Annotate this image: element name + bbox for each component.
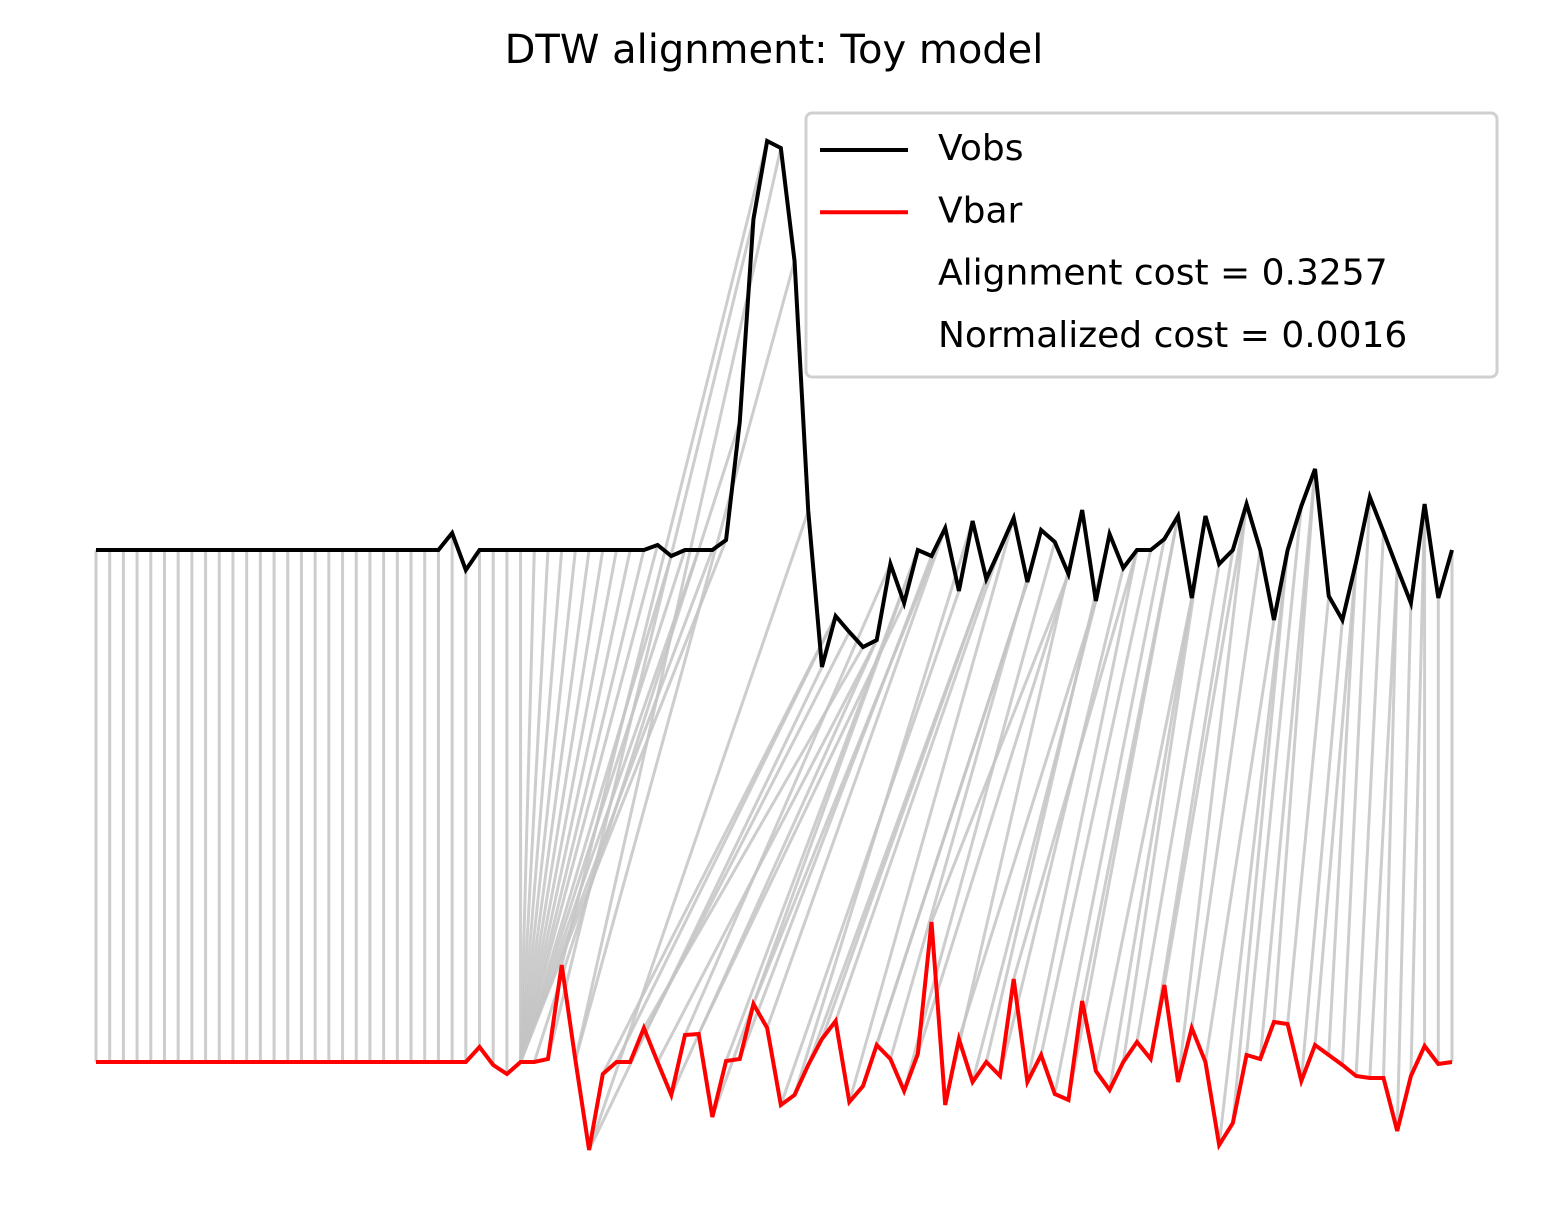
alignment-line xyxy=(1395,602,1413,1132)
alignment-line xyxy=(916,573,1070,1055)
alignment-line xyxy=(1313,561,1358,1046)
alignment-line xyxy=(724,549,920,1062)
alignment-line xyxy=(1190,549,1262,1029)
alignment-line xyxy=(998,567,1125,1077)
alignment-line xyxy=(984,533,1112,1063)
alignment-line xyxy=(888,529,1043,1060)
alignment-line xyxy=(519,555,673,1063)
alignment-line xyxy=(519,539,728,1063)
alignment-line xyxy=(519,549,550,1063)
chart-title: DTW alignment: Toy model xyxy=(505,27,1044,73)
alignment-line xyxy=(765,527,947,1029)
alignment-line xyxy=(930,573,1070,923)
alignment-line xyxy=(519,549,536,1063)
alignment-line xyxy=(573,260,796,1061)
alignment-line xyxy=(1217,549,1290,1146)
alignment-line xyxy=(1245,505,1303,1056)
alignment-line xyxy=(1231,549,1290,1124)
alignment-line xyxy=(1094,597,1194,1072)
alignment-line xyxy=(519,549,605,1063)
alignment-line xyxy=(1354,531,1386,1077)
alignment-line xyxy=(1203,619,1276,1063)
alignment-line xyxy=(1327,561,1358,1056)
alignment-line xyxy=(519,549,591,1063)
alignment-line xyxy=(1368,567,1399,1079)
alignment-line xyxy=(834,548,1002,1022)
alignment-line xyxy=(1176,503,1249,1083)
alignment-line xyxy=(519,549,577,1063)
legend-label: Vobs xyxy=(938,128,1023,169)
alignment-line xyxy=(1299,619,1344,1082)
alignment-line xyxy=(1286,595,1331,1025)
alignment-line xyxy=(957,600,1098,1040)
alignment-line xyxy=(1080,515,1180,1002)
alignment-line xyxy=(1025,549,1139,1083)
alignment-line xyxy=(752,527,947,1005)
alignment-line xyxy=(1053,538,1166,1095)
alignment-line xyxy=(519,544,660,1063)
alignment-line xyxy=(875,581,1029,1046)
legend-box xyxy=(804,111,1499,379)
series-line xyxy=(96,921,1453,1151)
alignment-line xyxy=(1272,468,1317,1023)
alignment-line xyxy=(587,666,824,1151)
series-line xyxy=(96,137,1454,668)
alignment-line xyxy=(519,549,618,1063)
legend: Vobs Vbar Alignment cost = 0.3257 Normalize… xyxy=(804,111,1499,379)
alignment-line xyxy=(902,541,1057,1092)
alignment-line xyxy=(1108,515,1207,1091)
alignment-line xyxy=(1121,515,1207,1063)
alignment-line xyxy=(656,639,879,1063)
alignment-line xyxy=(1382,567,1399,1079)
alignment-line xyxy=(683,563,892,1036)
alignment-line xyxy=(1340,496,1372,1066)
legend-note: Normalized cost = 0.0016 xyxy=(938,315,1407,356)
alignment-line xyxy=(519,549,564,1063)
alignment-line xyxy=(519,549,632,1063)
alignment-line xyxy=(1149,549,1235,1060)
alignment-line xyxy=(847,517,1016,1103)
alignment-line xyxy=(820,578,988,1040)
alignment-line xyxy=(519,549,646,1063)
alignment-line xyxy=(532,421,742,1063)
legend-label: Vbar xyxy=(938,190,1023,231)
alignment-line xyxy=(615,615,837,1063)
legend-note: Alignment cost = 0.3257 xyxy=(938,253,1388,294)
alignment-line xyxy=(793,520,975,1096)
alignment-line xyxy=(1039,549,1153,1056)
alignment-line xyxy=(1258,468,1317,1060)
alignment-line xyxy=(1135,563,1221,1043)
alignment-line xyxy=(1162,503,1249,986)
alignment-line xyxy=(1409,503,1427,1077)
alignment-line xyxy=(546,218,755,1060)
alignment-line xyxy=(1012,549,1139,980)
